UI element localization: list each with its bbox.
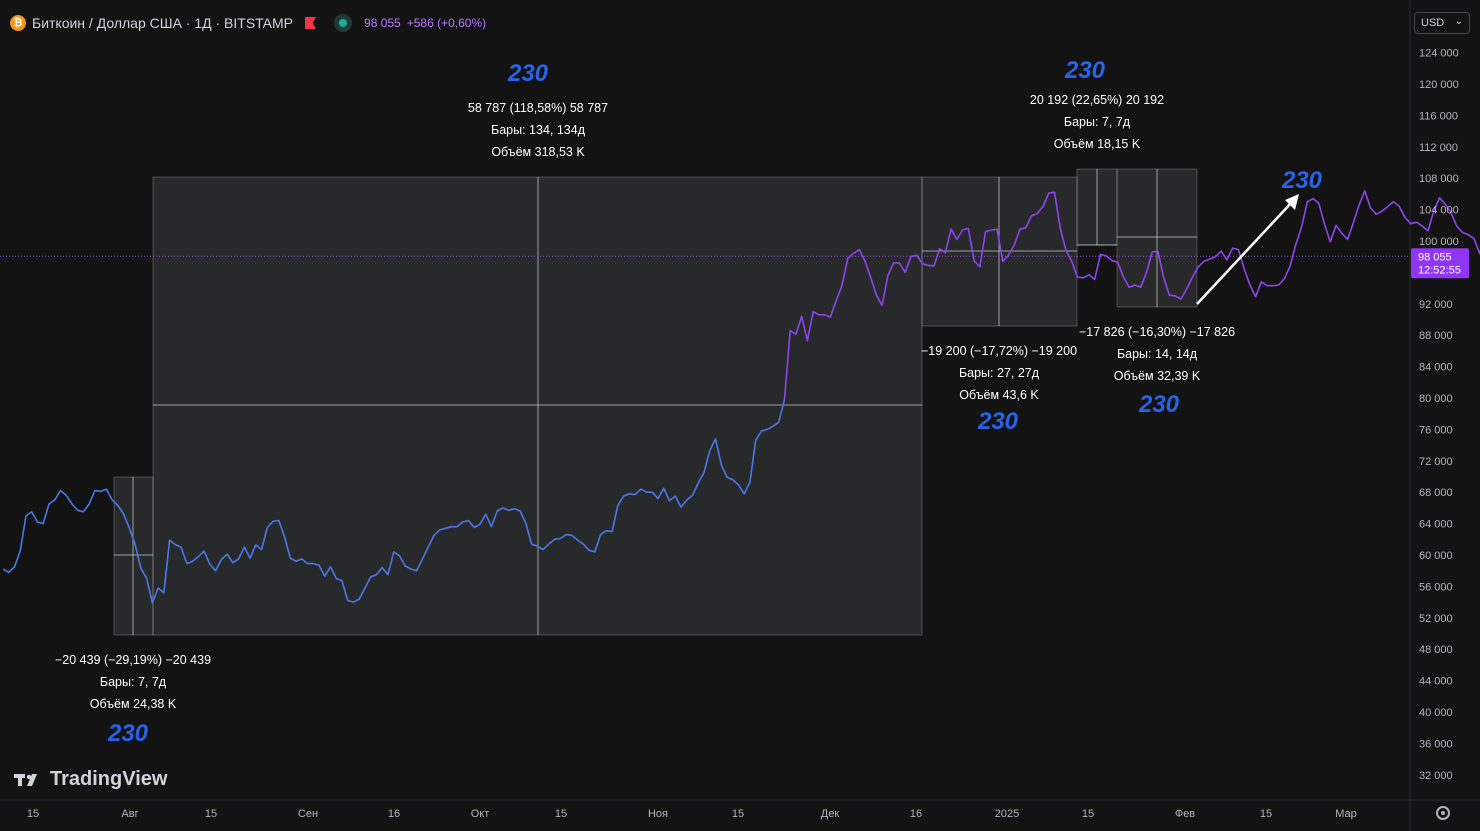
y-tick-label: 56 000 xyxy=(1419,581,1453,593)
x-tick-label: 15 xyxy=(27,808,39,820)
measure-1-number: 230 xyxy=(107,720,149,747)
market-status-icon[interactable] xyxy=(334,14,353,32)
tradingview-logo-icon xyxy=(14,773,37,786)
y-tick-label: 72 000 xyxy=(1419,456,1453,468)
price-tag xyxy=(1411,248,1469,279)
measure-5-line-2: Бары: 14, 14д xyxy=(1117,347,1198,361)
x-tick-label: 15 xyxy=(555,808,567,820)
x-tick-label: 16 xyxy=(388,808,400,820)
measure-1-line-3: Объём 24,38 K xyxy=(90,697,177,711)
measure-5-number: 230 xyxy=(1138,391,1180,418)
symbol-title[interactable]: Биткоин / Доллар США · 1Д · BITSTAMP xyxy=(32,15,294,31)
measure-2-line-1: 58 787 (118,58%) 58 787 xyxy=(468,101,608,115)
y-tick-label: 100 000 xyxy=(1419,236,1459,248)
logo-text: TradingView xyxy=(50,768,168,790)
measure-5-line-3: Объём 32,39 K xyxy=(1114,369,1201,383)
x-tick-label: 15 xyxy=(205,808,217,820)
measure-1-line-2: Бары: 7, 7д xyxy=(100,675,167,689)
x-tick-label: Мар xyxy=(1335,808,1357,820)
x-tick-label: 16 xyxy=(910,808,922,820)
x-tick-label: Авг xyxy=(121,808,138,820)
x-tick-label: 15 xyxy=(1082,808,1094,820)
last-price: 98 055 xyxy=(364,16,401,30)
y-tick-label: 108 000 xyxy=(1419,173,1459,185)
gear-icon[interactable] xyxy=(1436,806,1450,820)
y-tick-label: 116 000 xyxy=(1419,110,1458,122)
trend-arrow-line xyxy=(1196,201,1293,305)
measure-4-line-1: 20 192 (22,65%) 20 192 xyxy=(1030,93,1164,107)
currency-select[interactable]: USD ⌄ xyxy=(1414,12,1470,34)
y-tick-label: 84 000 xyxy=(1419,362,1453,374)
x-tick-label: 2025 xyxy=(995,808,1019,820)
y-tick-label: 68 000 xyxy=(1419,487,1453,499)
price-line-segment-1 xyxy=(2,488,113,574)
y-tick-label: 120 000 xyxy=(1419,79,1459,91)
y-tick-label: 104 000 xyxy=(1419,205,1459,217)
y-tick-label: 60 000 xyxy=(1419,550,1453,562)
y-tick-label: 80 000 xyxy=(1419,393,1453,405)
y-tick-label: 112 000 xyxy=(1419,142,1458,154)
price-line-segment-2 xyxy=(111,399,786,604)
bitcoin-icon: ₿ xyxy=(10,15,26,31)
measure-4-line-3: Объём 18,15 K xyxy=(1054,137,1141,151)
price-tag-value: 98 055 xyxy=(1418,251,1452,263)
tradingview-logo[interactable]: TradingView xyxy=(14,768,167,791)
arrow-number-label: 230 xyxy=(1281,167,1323,194)
measure-4-number: 230 xyxy=(1064,57,1106,84)
y-tick-label: 48 000 xyxy=(1419,644,1453,656)
y-tick-label: 52 000 xyxy=(1419,613,1453,625)
measure-4-line-2: Бары: 7, 7д xyxy=(1064,115,1131,129)
y-tick-label: 32 000 xyxy=(1419,770,1453,782)
flag-icon[interactable] xyxy=(305,17,317,29)
price-change: +586 (+0,60%) xyxy=(406,16,487,30)
y-tick-label: 88 000 xyxy=(1419,330,1453,342)
price-line-segment-3 xyxy=(783,190,1480,400)
measure-3-number: 230 xyxy=(977,408,1019,435)
x-tick-label: Окт xyxy=(471,808,490,820)
x-tick-label: 15 xyxy=(1260,808,1272,820)
x-tick-label: Фев xyxy=(1175,808,1195,820)
measure-2-line-3: Объём 318,53 K xyxy=(491,145,585,159)
chevron-down-icon: ⌄ xyxy=(1454,16,1463,27)
y-tick-label: 64 000 xyxy=(1419,519,1453,531)
y-tick-label: 92 000 xyxy=(1419,299,1453,311)
y-tick-label: 36 000 xyxy=(1419,738,1453,750)
y-tick-label: 40 000 xyxy=(1419,707,1453,719)
y-tick-label: 76 000 xyxy=(1419,424,1453,436)
y-tick-label: 124 000 xyxy=(1419,48,1459,60)
symbol-header: ₿ Биткоин / Доллар США · 1Д · BITSTAMP 9… xyxy=(10,12,486,34)
x-tick-label: 15 xyxy=(732,808,744,820)
trend-arrow-head xyxy=(1285,194,1299,210)
y-tick-label: 44 000 xyxy=(1419,676,1453,688)
price-tag-time: 12:52:55 xyxy=(1418,264,1461,276)
measure-2-line-2: Бары: 134, 134д xyxy=(491,123,586,137)
x-tick-label: Дек xyxy=(821,808,840,820)
measure-3-line-1: −19 200 (−17,72%) −19 200 xyxy=(921,344,1077,358)
currency-label: USD xyxy=(1421,17,1445,29)
measure-3-line-2: Бары: 27, 27д xyxy=(959,366,1040,380)
measure-3-line-3: Объём 43,6 K xyxy=(959,388,1039,402)
measure-5-line-1: −17 826 (−16,30%) −17 826 xyxy=(1079,325,1235,339)
measure-1-line-1: −20 439 (−29,19%) −20 439 xyxy=(55,653,211,667)
x-tick-label: Ноя xyxy=(648,808,668,820)
measure-2-number: 230 xyxy=(507,60,549,87)
x-tick-label: Сен xyxy=(298,808,318,820)
